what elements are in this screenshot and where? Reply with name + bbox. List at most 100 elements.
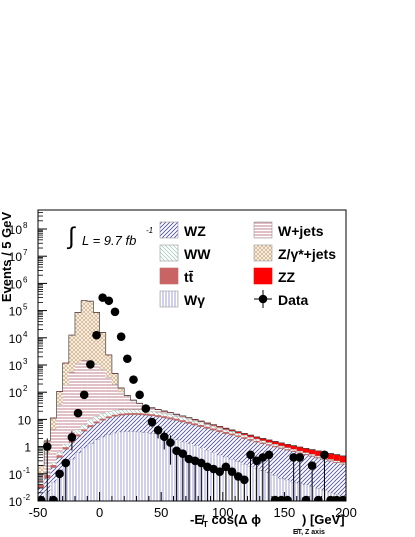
bar: [192, 425, 199, 446]
bar: [216, 431, 223, 455]
bar: [74, 312, 82, 364]
bar: [68, 459, 75, 501]
data-point: [61, 458, 71, 501]
bar: [74, 429, 82, 435]
bar: [155, 415, 162, 417]
y-tick-label: 1: [24, 441, 31, 455]
legend-swatch: [159, 267, 179, 285]
bar: [50, 465, 57, 468]
data-point: [196, 458, 206, 501]
bar: [241, 437, 248, 439]
bar: [198, 421, 205, 423]
y-tick-exponent: 3: [23, 357, 28, 366]
bar: [222, 429, 229, 433]
bar: [333, 461, 340, 463]
x-tick-label: 200: [335, 505, 357, 520]
luminosity-label: ∫ L = 9.7 fb -1: [66, 223, 153, 250]
bar: [253, 436, 260, 439]
x-tick-label: 0: [96, 505, 103, 520]
stack-total-outline: [38, 300, 346, 466]
bar: [309, 454, 316, 456]
bar: [302, 453, 310, 455]
y-tick-exponent: 6: [23, 275, 28, 284]
bar: [130, 400, 137, 410]
data-point: [159, 430, 169, 450]
data-point: [42, 438, 52, 501]
bar: [173, 418, 180, 421]
bar: [192, 419, 199, 421]
bar: [81, 424, 88, 430]
bar: [38, 488, 45, 501]
legend-label: Wγ: [184, 292, 205, 308]
bar: [235, 435, 242, 437]
bar: [93, 423, 100, 440]
data-point: [73, 408, 83, 418]
bar: [99, 436, 106, 501]
bar: [290, 449, 297, 451]
bar: [272, 444, 279, 446]
bar: [315, 488, 322, 501]
bar: [87, 301, 94, 361]
data-point: [307, 461, 317, 501]
bar: [99, 418, 106, 421]
bar: [179, 421, 186, 442]
data-point: [295, 453, 305, 501]
bar: [68, 442, 75, 460]
bar: [204, 424, 211, 427]
bar: [62, 449, 69, 466]
bar: [68, 335, 75, 373]
bar: [56, 452, 63, 456]
x-label-suffix: ) [GeV]: [302, 512, 345, 527]
data-point: [141, 404, 151, 413]
bar: [87, 425, 94, 427]
bar: [296, 450, 303, 453]
legend-label: W+jets: [278, 223, 324, 239]
bar: [87, 443, 94, 501]
data-point: [129, 375, 138, 384]
bar: [265, 439, 273, 443]
bar: [50, 429, 57, 463]
legend-entry: ZZ: [253, 267, 296, 285]
bar: [136, 414, 143, 432]
bar: [93, 421, 100, 424]
x-label-met: E̸: [194, 512, 205, 527]
bar: [278, 478, 285, 501]
legend-entry: Data: [254, 290, 309, 308]
data-point: [123, 354, 132, 364]
data-point: [215, 467, 225, 501]
bar: [278, 445, 285, 448]
bar: [142, 432, 149, 501]
bar: [222, 428, 229, 430]
bar: [81, 429, 88, 432]
bar: [87, 426, 94, 444]
bar: [173, 420, 180, 440]
bar: [198, 426, 205, 448]
bar: [290, 450, 297, 452]
bar: [111, 414, 119, 417]
bar: [192, 423, 199, 426]
bar: [210, 428, 217, 431]
y-tick-label: 10: [9, 305, 23, 319]
bar: [68, 372, 75, 437]
bar: [284, 479, 291, 501]
legend-swatch: [253, 267, 273, 285]
data-point: [313, 495, 323, 501]
data-point: [227, 467, 237, 501]
bar: [93, 439, 100, 501]
bar: [284, 450, 291, 480]
bar: [228, 435, 236, 460]
x-label-met-sub: T: [203, 520, 208, 529]
data-point: [86, 360, 95, 369]
bar: [62, 447, 69, 450]
x-label-mid: cos(Δ ϕ: [208, 512, 261, 527]
bar: [167, 437, 174, 501]
bar: [302, 454, 310, 485]
bar: [339, 464, 346, 497]
bar: [179, 420, 186, 422]
bar: [148, 433, 156, 501]
bar: [309, 449, 316, 455]
bar: [272, 475, 279, 501]
bar: [148, 414, 156, 416]
bar: [216, 427, 223, 431]
legend-label: tt̄: [184, 269, 194, 285]
